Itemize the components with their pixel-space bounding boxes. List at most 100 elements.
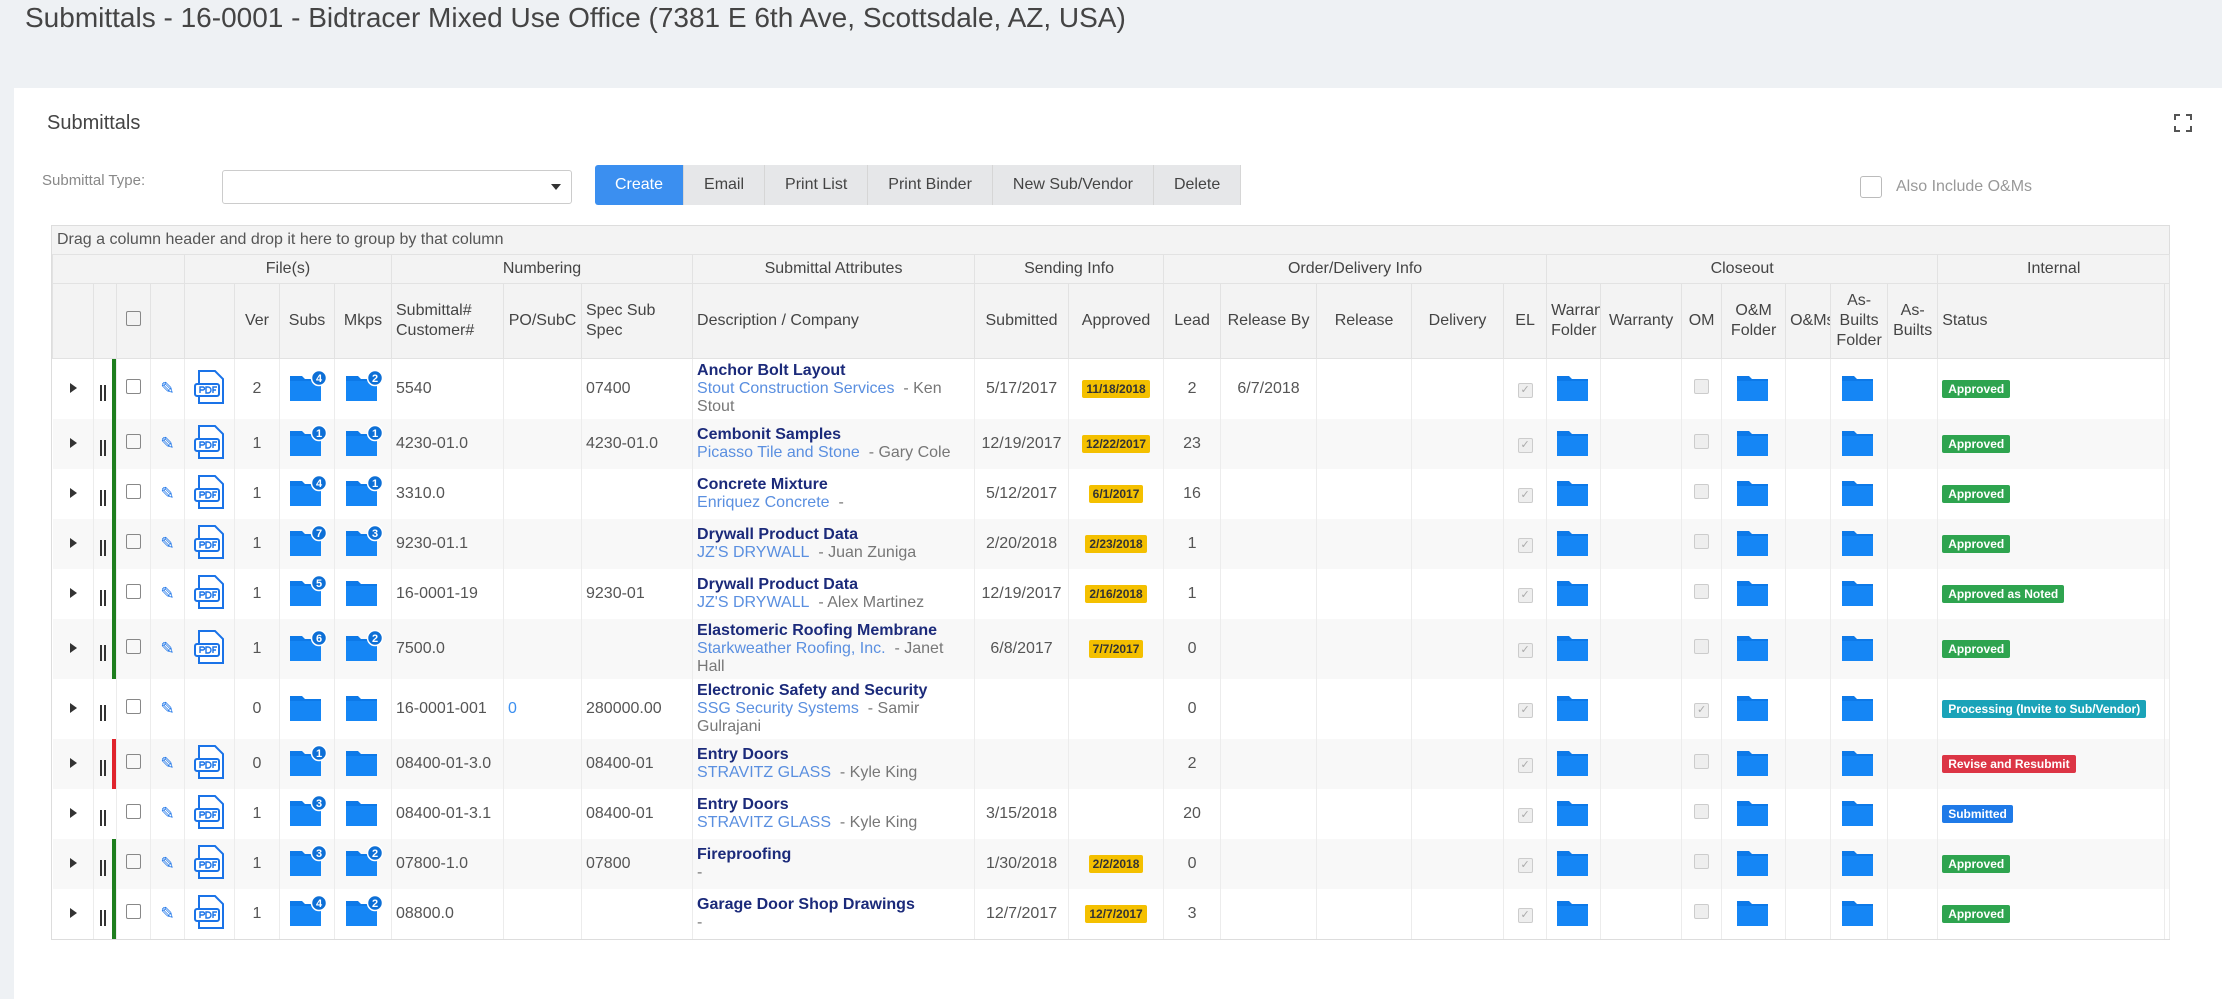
column-header[interactable]: Release: [1316, 283, 1413, 359]
expand-toggle[interactable]: [69, 808, 82, 818]
folder-icon[interactable]: [343, 690, 383, 724]
edit-icon[interactable]: ✎: [160, 484, 175, 503]
toolbar-button[interactable]: Delete: [1153, 165, 1242, 205]
company[interactable]: Enriquez Concrete: [697, 494, 830, 511]
folder-icon[interactable]: 2: [343, 629, 384, 664]
company[interactable]: Starkweather Roofing, Inc.: [697, 640, 886, 657]
column-header[interactable]: Spec Sub Spec: [580, 283, 694, 359]
description[interactable]: Drywall Product Data: [697, 526, 858, 543]
column-header[interactable]: Status: [1937, 283, 2166, 359]
folder-icon[interactable]: 5: [287, 574, 328, 609]
folder-icon[interactable]: [1734, 690, 1774, 724]
folder-icon[interactable]: 1: [343, 474, 384, 509]
company[interactable]: Picasso Tile and Stone: [697, 444, 860, 461]
edit-icon[interactable]: ✎: [160, 804, 175, 823]
folder-icon[interactable]: [1734, 795, 1774, 829]
toolbar-button[interactable]: Create: [595, 165, 685, 205]
column-header[interactable]: EL: [1503, 283, 1548, 359]
edit-icon[interactable]: ✎: [160, 639, 175, 658]
expand-toggle[interactable]: [69, 858, 82, 868]
description[interactable]: Garage Door Shop Drawings: [697, 896, 915, 913]
folder-icon[interactable]: [1554, 690, 1594, 724]
folder-icon[interactable]: 2: [343, 844, 384, 879]
folder-icon[interactable]: [1554, 370, 1594, 404]
column-header[interactable]: Delivery: [1411, 283, 1505, 359]
folder-icon[interactable]: [343, 745, 383, 779]
folder-icon[interactable]: [287, 690, 327, 724]
folder-icon[interactable]: [343, 795, 383, 829]
company[interactable]: JZ'S DRYWALL: [697, 594, 810, 611]
pdf-icon[interactable]: [193, 629, 227, 665]
folder-icon[interactable]: [1554, 895, 1594, 929]
drag-handle[interactable]: [100, 910, 106, 926]
folder-icon[interactable]: [1839, 575, 1879, 609]
row-checkbox[interactable]: [126, 754, 141, 769]
column-header[interactable]: Lead: [1163, 283, 1222, 359]
drag-handle[interactable]: [100, 490, 106, 506]
column-header[interactable]: OM: [1681, 283, 1723, 359]
description[interactable]: Electronic Safety and Security: [697, 682, 928, 699]
column-header[interactable]: Warranty Folder: [1546, 283, 1602, 359]
folder-icon[interactable]: [1734, 370, 1774, 404]
column-header[interactable]: Subs: [279, 283, 335, 359]
folder-icon[interactable]: [1554, 745, 1594, 779]
edit-icon[interactable]: ✎: [160, 379, 175, 398]
fullscreen-button[interactable]: [2174, 114, 2192, 132]
folder-icon[interactable]: 1: [287, 424, 328, 459]
column-header[interactable]: Approved: [1068, 283, 1165, 359]
drag-handle[interactable]: [100, 705, 106, 721]
folder-icon[interactable]: [1554, 630, 1594, 664]
drag-handle[interactable]: [100, 760, 106, 776]
pdf-icon[interactable]: [193, 574, 227, 610]
folder-icon[interactable]: [1554, 845, 1594, 879]
company[interactable]: STRAVITZ GLASS: [697, 764, 831, 781]
description[interactable]: Cembonit Samples: [697, 426, 842, 443]
folder-icon[interactable]: [1734, 630, 1774, 664]
company[interactable]: STRAVITZ GLASS: [697, 814, 831, 831]
edit-icon[interactable]: ✎: [160, 699, 175, 718]
description[interactable]: Entry Doors: [697, 746, 789, 763]
row-checkbox[interactable]: [126, 804, 141, 819]
drag-handle[interactable]: [100, 860, 106, 876]
pdf-icon[interactable]: [193, 524, 227, 560]
drag-handle[interactable]: [100, 540, 106, 556]
folder-icon[interactable]: 1: [287, 744, 328, 779]
folder-icon[interactable]: 6: [287, 629, 328, 664]
folder-icon[interactable]: [1554, 575, 1594, 609]
column-header[interactable]: Submitted: [974, 283, 1070, 359]
folder-icon[interactable]: [1839, 475, 1879, 509]
column-header[interactable]: Submittal# Customer#: [391, 283, 504, 359]
expand-toggle[interactable]: [69, 703, 82, 713]
toolbar-button[interactable]: Email: [684, 165, 766, 205]
row-checkbox[interactable]: [126, 534, 141, 549]
column-header[interactable]: PO/SubC: [503, 283, 582, 359]
folder-icon[interactable]: [1734, 525, 1774, 559]
drag-handle[interactable]: [100, 645, 106, 661]
expand-toggle[interactable]: [69, 643, 82, 653]
expand-toggle[interactable]: [69, 758, 82, 768]
company[interactable]: JZ'S DRYWALL: [697, 544, 810, 561]
column-header[interactable]: Warranty: [1600, 283, 1683, 359]
folder-icon[interactable]: [1554, 475, 1594, 509]
checkbox[interactable]: [1860, 176, 1882, 198]
pdf-icon[interactable]: [193, 744, 227, 780]
column-header[interactable]: Description / Company: [692, 283, 976, 359]
row-checkbox[interactable]: [126, 584, 141, 599]
pdf-icon[interactable]: [193, 369, 227, 405]
edit-icon[interactable]: ✎: [160, 584, 175, 603]
folder-icon[interactable]: 3: [287, 794, 328, 829]
toolbar-button[interactable]: Print List: [765, 165, 869, 205]
folder-icon[interactable]: 3: [287, 844, 328, 879]
expand-toggle[interactable]: [69, 538, 82, 548]
expand-toggle[interactable]: [69, 438, 82, 448]
pdf-icon[interactable]: [193, 474, 227, 510]
pdf-icon[interactable]: [193, 794, 227, 830]
folder-icon[interactable]: [1839, 745, 1879, 779]
edit-icon[interactable]: ✎: [160, 754, 175, 773]
pdf-icon[interactable]: [193, 424, 227, 460]
description[interactable]: Elastomeric Roofing Membrane: [697, 622, 938, 639]
folder-icon[interactable]: 7: [287, 524, 328, 559]
description[interactable]: Concrete Mixture: [697, 476, 828, 493]
folder-icon[interactable]: [343, 575, 383, 609]
folder-icon[interactable]: [1554, 525, 1594, 559]
